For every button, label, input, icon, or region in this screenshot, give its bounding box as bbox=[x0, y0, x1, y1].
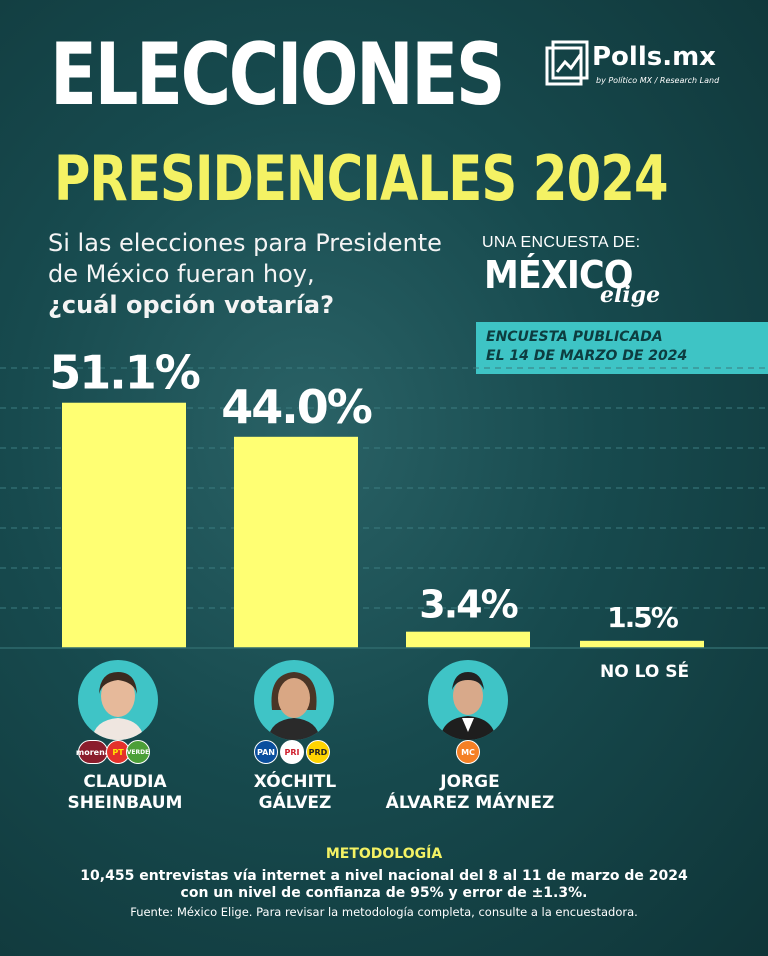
methodology-title: METODOLOGÍA bbox=[325, 846, 443, 862]
avatar-xochitl-galvez bbox=[254, 660, 334, 740]
pollster-logo: MÉXICO bbox=[484, 253, 633, 297]
brand-subtitle: by Político MX / Research Land bbox=[596, 76, 720, 85]
party-pri-icon: PRI bbox=[280, 740, 304, 764]
pollster-logo-script: elige bbox=[600, 282, 661, 308]
chart-gridlines bbox=[0, 367, 768, 609]
brand-name: Polls.mx bbox=[592, 42, 716, 72]
candidate-name-galvez: XÓCHITL GÁLVEZ bbox=[253, 772, 337, 813]
page-subtitle: PRESIDENCIALES 2024 bbox=[54, 142, 669, 215]
question-line-2: de México fueran hoy, bbox=[48, 260, 315, 288]
bar-value-label-4: 1.5% bbox=[607, 601, 679, 634]
party-mc-icon: MC bbox=[456, 740, 480, 764]
source-note: Fuente: México Elige. Para revisar la me… bbox=[130, 905, 638, 919]
published-line-1: ENCUESTA PUBLICADA bbox=[486, 329, 663, 345]
published-line-2: EL 14 DE MARZO DE 2024 bbox=[486, 348, 688, 364]
chart-value-labels: 51.1% 44.0% 3.4% 1.5% bbox=[49, 346, 681, 634]
bar-3 bbox=[406, 631, 530, 648]
page-title: ELECCIONES bbox=[50, 25, 505, 125]
polls-mx-logo-icon bbox=[545, 40, 589, 88]
bar-2 bbox=[234, 436, 358, 648]
bar-value-label-1: 51.1% bbox=[49, 346, 199, 400]
methodology-line-2: con un nivel de confianza de 95% y error… bbox=[180, 885, 588, 901]
avatar-claudia-sheinbaum bbox=[78, 660, 158, 740]
party-verde-icon: VERDE bbox=[126, 740, 150, 764]
bar-value-label-2: 44.0% bbox=[221, 380, 371, 434]
publication-date-banner: ENCUESTA PUBLICADA EL 14 DE MARZO DE 202… bbox=[476, 322, 768, 374]
chart-bars bbox=[62, 402, 704, 648]
bar-1 bbox=[62, 402, 186, 648]
bar-4 bbox=[580, 640, 704, 648]
party-morena-icon: morena bbox=[76, 740, 110, 764]
bar-value-label-3: 3.4% bbox=[419, 583, 517, 627]
party-pan-icon: PAN bbox=[254, 740, 278, 764]
candidate-name-maynez: JORGE ÁLVAREZ MÁYNEZ bbox=[385, 772, 555, 813]
pollster-label: UNA ENCUESTA DE: bbox=[482, 234, 641, 251]
candidate-name-sheinbaum: CLAUDIA SHEINBAUM bbox=[67, 772, 183, 813]
avatar-jorge-alvarez-maynez bbox=[428, 660, 508, 740]
survey-question: Si las elecciones para Presidente de Méx… bbox=[48, 228, 442, 321]
question-line-3: ¿cuál opción votaría? bbox=[48, 291, 335, 319]
party-prd-icon: PRD bbox=[306, 740, 330, 764]
no-answer-label: NO LO SÉ bbox=[600, 662, 690, 682]
question-line-1: Si las elecciones para Presidente bbox=[48, 229, 442, 257]
methodology-line-1: 10,455 entrevistas vía internet a nivel … bbox=[80, 868, 688, 884]
